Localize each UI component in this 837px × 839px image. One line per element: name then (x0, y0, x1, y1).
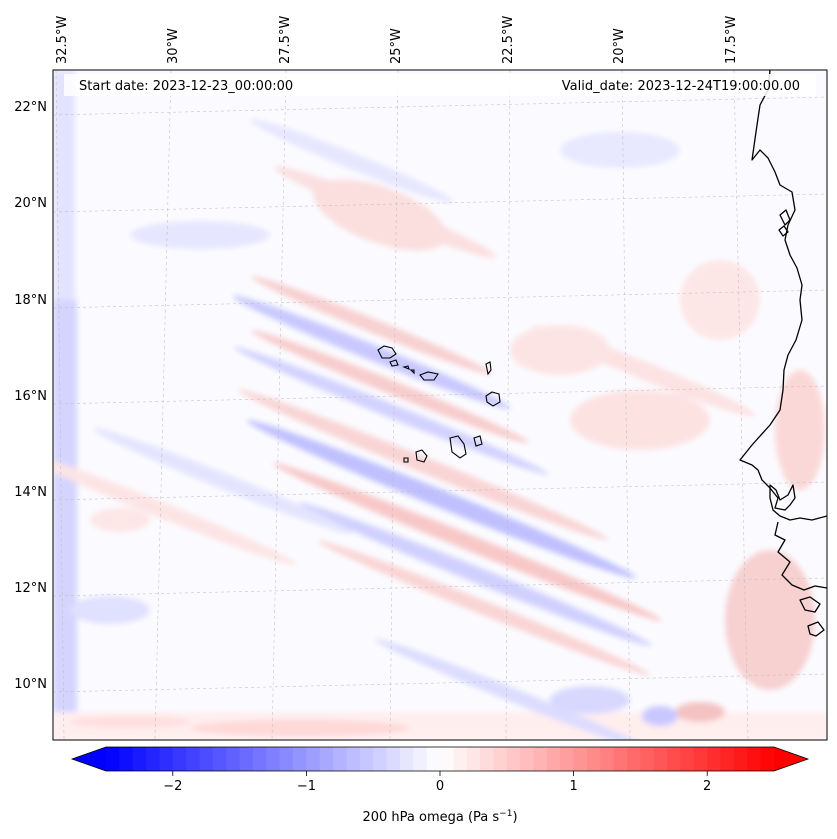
lat-label: 20°N (14, 196, 47, 211)
colorbar-min-extend (72, 747, 106, 771)
lon-label: 30°W (166, 28, 181, 64)
colorbar-segment (680, 747, 695, 771)
lon-label: 17.5°W (724, 16, 739, 64)
colorbar-outline (70, 746, 810, 772)
colorbar-tick-label: 2 (703, 779, 711, 794)
colorbar-segment (627, 747, 641, 771)
colorbar-segment (493, 747, 508, 771)
colorbar-segment (186, 747, 201, 771)
colorbar-segment (533, 747, 548, 771)
colorbar-segment (466, 747, 481, 771)
colorbar-segment (653, 747, 668, 771)
colorbar-segment (159, 747, 174, 771)
colorbar-segment (266, 747, 281, 771)
colorbar-segment (506, 747, 521, 771)
colorbar: −2 −1 0 1 2 200 hPa omega (Pa s−1) (70, 746, 810, 825)
colorbar-segment (586, 747, 601, 771)
colorbar-segment (252, 747, 267, 771)
colorbar-segment (146, 747, 161, 771)
colorbar-segment (707, 747, 722, 771)
colorbar-segment (239, 747, 254, 771)
colorbar-segment (760, 747, 775, 771)
colorbar-segment (106, 747, 120, 771)
colorbar-segment (386, 747, 401, 771)
lon-label: 22.5°W (501, 16, 516, 64)
colorbar-segment (733, 747, 748, 771)
lat-label: 18°N (14, 293, 47, 308)
colorbar-segment (399, 747, 414, 771)
colorbar-segment (199, 747, 214, 771)
lon-label: 25°W (389, 28, 404, 64)
colorbar-segment (132, 747, 147, 771)
colorbar-segment (747, 747, 762, 771)
colorbar-segment (279, 747, 294, 771)
lon-label: 32.5°W (55, 16, 70, 64)
colorbar-max-extend (774, 747, 808, 771)
colorbar-segment (453, 747, 468, 771)
colorbar-segment (560, 747, 575, 771)
start-date-label: Start date: 2023-12-23_00:00:00 (79, 79, 293, 94)
colorbar-tick-label: 0 (436, 779, 444, 794)
gridlines (53, 70, 827, 740)
colorbar-segment (600, 747, 615, 771)
colorbar-segment (440, 747, 454, 771)
valid-date-label: Valid_date: 2023-12-24T19:00:00.00 (562, 79, 800, 94)
lon-label: 20°W (612, 28, 627, 64)
lon-label: 27.5°W (278, 16, 293, 64)
colorbar-segment (480, 747, 495, 771)
lat-label: 12°N (14, 581, 47, 596)
map-panel: Start date: 2023-12-23_00:00:00 Valid_da… (52, 69, 828, 741)
colorbar-segment (212, 747, 227, 771)
colorbar-segment (426, 747, 441, 771)
colorbar-segment (172, 747, 187, 771)
latitude-labels: 22°N 20°N 18°N 16°N 14°N 12°N 10°N (14, 100, 47, 692)
colorbar-segment (720, 747, 735, 771)
colorbar-segment (293, 747, 307, 771)
colorbar-segments (106, 747, 775, 771)
colorbar-segment (373, 747, 388, 771)
colorbar-segment (319, 747, 334, 771)
colorbar-segment (667, 747, 682, 771)
lat-label: 14°N (14, 485, 47, 500)
colorbar-segment (226, 747, 241, 771)
colorbar-segment (359, 747, 374, 771)
colorbar-tick-label: 1 (569, 779, 577, 794)
colorbar-segment (346, 747, 361, 771)
colorbar-segment (573, 747, 588, 771)
colorbar-segment (693, 747, 708, 771)
colorbar-segment (119, 747, 134, 771)
longitude-labels: 32.5°W 30°W 27.5°W 25°W 22.5°W 20°W 17.5… (55, 16, 739, 64)
lat-label: 22°N (14, 100, 47, 115)
colorbar-segment (546, 747, 561, 771)
colorbar-ticks: −2 −1 0 1 2 (163, 771, 711, 794)
cape-verde-islands (377, 345, 501, 463)
colorbar-label: 200 hPa omega (Pa s−1) (362, 809, 517, 825)
map-frame (52, 69, 828, 741)
colorbar-segment (520, 747, 535, 771)
colorbar-segment (413, 747, 428, 771)
colorbar-tick-label: −1 (297, 779, 316, 794)
coastline (739, 70, 827, 637)
colorbar-segment (613, 747, 628, 771)
colorbar-tick-label: −2 (163, 779, 182, 794)
omega-field (53, 70, 827, 740)
colorbar-segment (640, 747, 655, 771)
lat-label: 16°N (14, 389, 47, 404)
colorbar-segment (306, 747, 321, 771)
colorbar-segment (333, 747, 348, 771)
lat-label: 10°N (14, 677, 47, 692)
